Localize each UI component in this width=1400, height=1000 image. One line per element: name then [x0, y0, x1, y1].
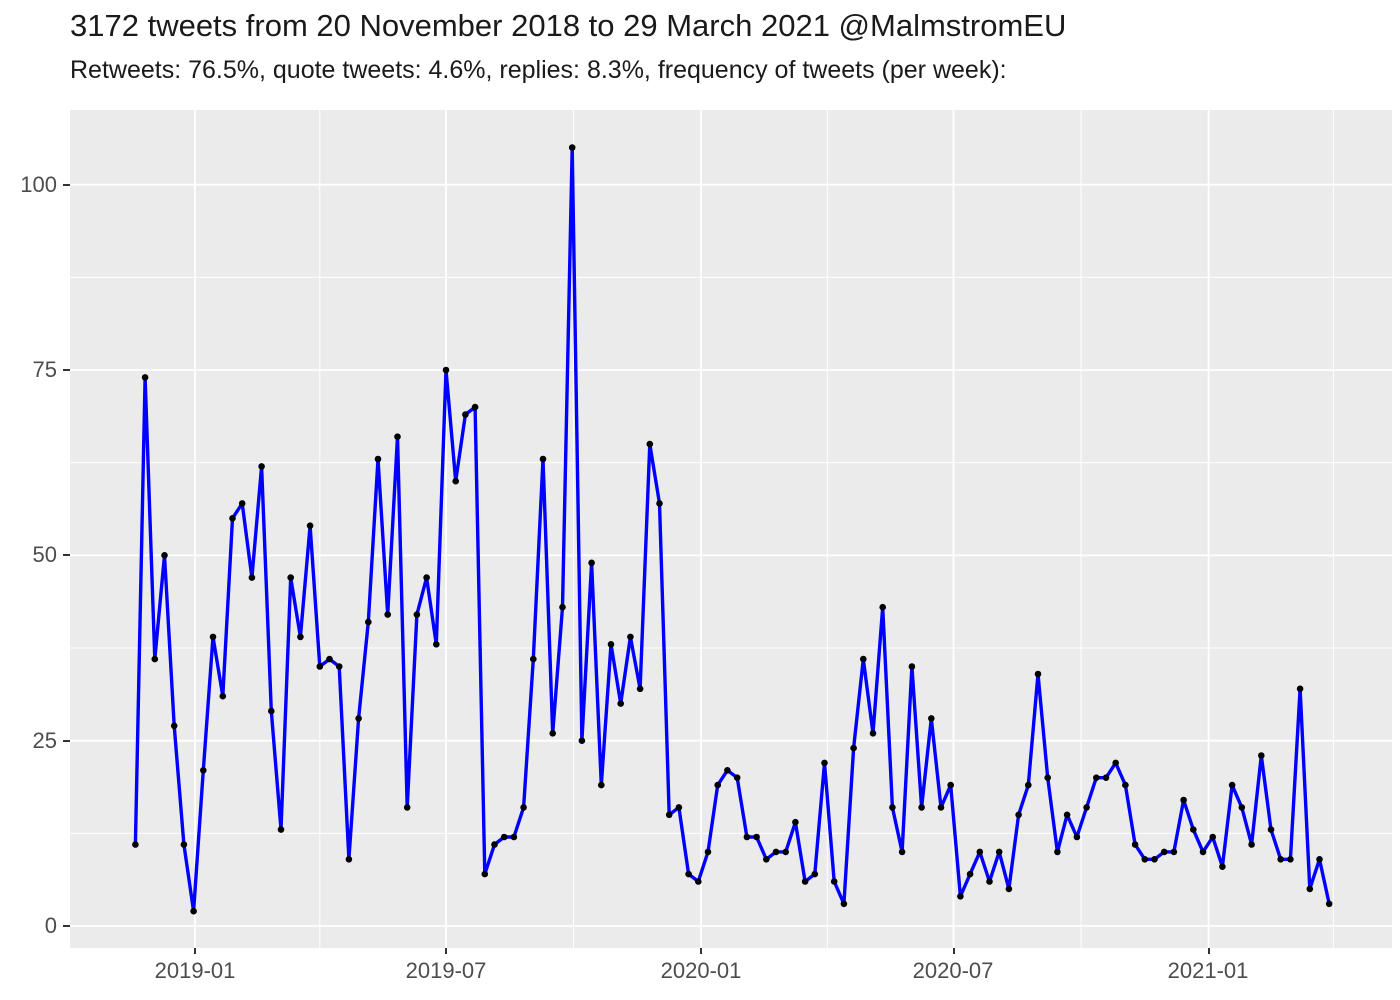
y-axis-label-50: 50 [32, 542, 57, 567]
x-tick-mark [1208, 948, 1210, 954]
y-tick-mark [63, 369, 70, 371]
x-tick-mark [194, 948, 196, 954]
y-tick-mark [63, 184, 70, 186]
x-axis-label-2020-07: 2020-07 [912, 958, 994, 983]
x-axis-label-2021-01: 2021-01 [1167, 958, 1249, 983]
chart-subtitle: Retweets: 76.5%, quote tweets: 4.6%, rep… [70, 56, 1007, 84]
y-axis-label-25: 25 [32, 728, 57, 753]
x-tick-mark [445, 948, 447, 954]
y-tick-mark [63, 554, 70, 556]
x-tick-mark [700, 948, 702, 954]
y-axis-label-75: 75 [32, 357, 57, 382]
x-tick-mark [953, 948, 955, 954]
chart-title: 3172 tweets from 20 November 2018 to 29 … [70, 8, 1067, 43]
y-tick-mark [63, 925, 70, 927]
x-axis-label-2019-01: 2019-01 [154, 958, 236, 983]
plot-panel [70, 110, 1392, 948]
x-axis-label-2020-01: 2020-01 [660, 958, 742, 983]
y-axis-label-0: 0 [44, 913, 57, 938]
line-chart [70, 110, 1392, 948]
y-tick-mark [63, 740, 70, 742]
y-axis-label-100: 100 [20, 172, 57, 197]
x-axis-label-2019-07: 2019-07 [405, 958, 487, 983]
